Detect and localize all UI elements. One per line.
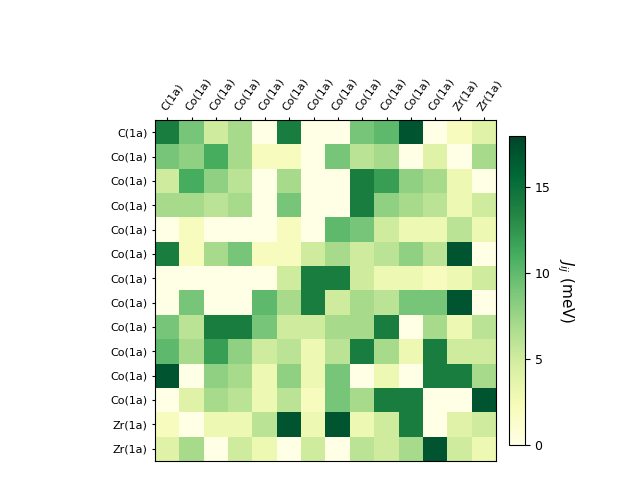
Y-axis label: $J_{ij}$ (meV): $J_{ij}$ (meV) — [555, 258, 575, 323]
